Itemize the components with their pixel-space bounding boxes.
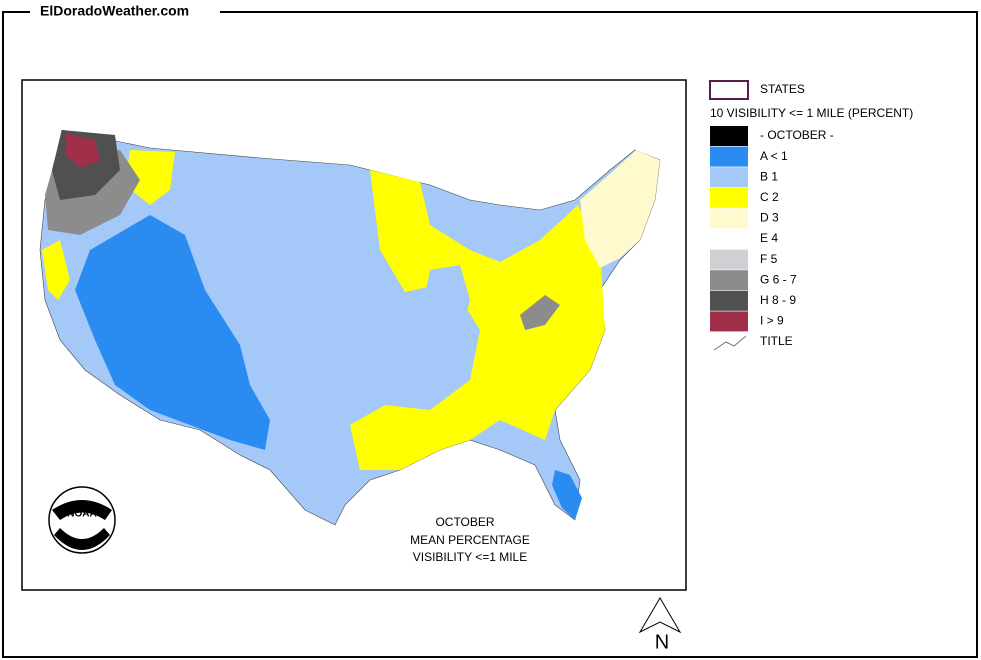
legend-swatch xyxy=(710,290,748,311)
legend-swatch xyxy=(710,249,748,270)
legend-label: I > 9 xyxy=(760,314,784,328)
logo-wing xyxy=(52,500,112,520)
legend-label: G 6 - 7 xyxy=(760,272,797,286)
region-b-ohio xyxy=(420,265,470,350)
legend-label: D 3 xyxy=(760,211,779,225)
legend-swatch xyxy=(710,270,748,291)
region-c-northwest xyxy=(125,150,175,205)
outer-frame xyxy=(2,11,978,658)
legend-swatch xyxy=(710,311,748,332)
legend-swatch xyxy=(710,187,748,208)
legend-swatch xyxy=(710,208,748,229)
noaa-logo: NOAA xyxy=(48,486,116,554)
arrow xyxy=(638,597,682,634)
north-label: N xyxy=(655,631,669,653)
region-c-east xyxy=(350,170,605,470)
legend-label: A < 1 xyxy=(760,149,788,163)
north-arrow: N xyxy=(638,597,682,653)
legend-label: C 2 xyxy=(760,190,779,204)
site-title: ElDoradoWeather.com xyxy=(40,3,189,19)
legend-swatch xyxy=(710,229,748,249)
legend-label: H 8 - 9 xyxy=(760,293,796,307)
legend-swatch xyxy=(710,126,748,146)
map-title-line: MEAN PERCENTAGE xyxy=(410,533,530,547)
legend-swatch xyxy=(710,167,748,188)
region-d-northeast xyxy=(580,150,660,268)
legend: STATES 10 VISIBILITY <= 1 MILE (PERCENT)… xyxy=(709,80,913,351)
map-title-line: OCTOBER xyxy=(435,515,494,529)
legend-label: STATES xyxy=(760,82,805,96)
legend-label: F 5 xyxy=(760,252,778,266)
region-f-wv xyxy=(520,295,560,330)
us-map xyxy=(39,129,661,526)
logo-wing xyxy=(54,528,110,550)
region-c-california xyxy=(42,240,70,300)
legend-heading: 10 VISIBILITY <= 1 MILE (PERCENT) xyxy=(710,106,913,120)
legend-label: E 4 xyxy=(760,231,778,245)
logo-text: NOAA xyxy=(67,509,96,520)
legend-label: B 1 xyxy=(760,169,778,183)
states-swatch xyxy=(709,80,749,100)
map-title: OCTOBER MEAN PERCENTAGE VISIBILITY <=1 M… xyxy=(410,515,530,564)
map-title-line: VISIBILITY <=1 MILE xyxy=(413,550,528,564)
header-bg xyxy=(30,2,220,22)
region-a-florida xyxy=(552,470,582,520)
legend-label: TITLE xyxy=(760,334,793,348)
legend-label: - OCTOBER - xyxy=(760,128,834,142)
legend-swatch xyxy=(710,146,748,167)
title-swatch xyxy=(713,335,747,351)
region-a-west xyxy=(75,215,270,450)
region-i-northwest xyxy=(65,133,100,168)
